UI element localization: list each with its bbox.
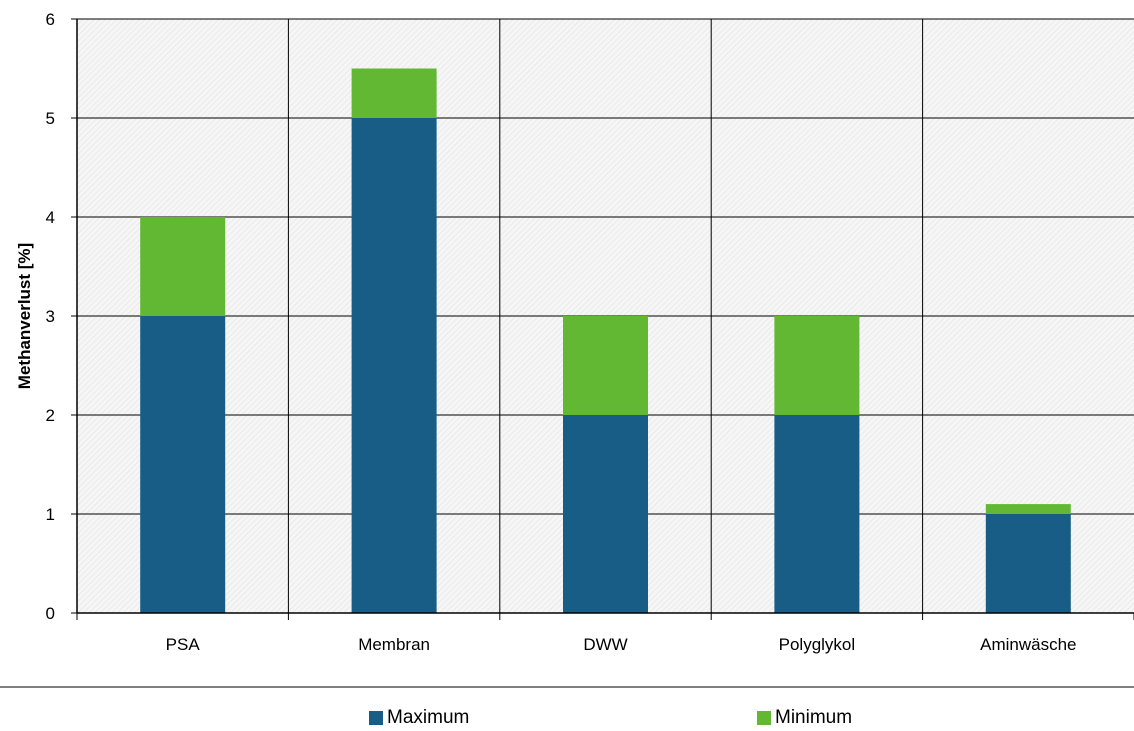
y-axis-label: Methanverlust [%]: [15, 243, 34, 389]
bar-maximum-1: [351, 118, 437, 613]
x-tick-label: Aminwäsche: [980, 635, 1076, 654]
x-tick-label: Polyglykol: [779, 635, 856, 654]
x-tick-label: Membran: [358, 635, 430, 654]
y-tick-label: 2: [46, 406, 55, 425]
legend-label-minimum: Minimum: [775, 707, 853, 728]
legend-swatch-maximum: [369, 711, 383, 725]
bar-maximum-2: [563, 415, 648, 613]
legend-item-maximum: Maximum: [369, 707, 469, 729]
legend: Maximum Minimum: [0, 707, 1134, 731]
y-tick-label: 6: [46, 10, 55, 29]
axes: [71, 18, 1134, 620]
x-tick-labels: PSA Membran DWW Polyglykol Aminwäsche: [166, 635, 1077, 654]
legend-item-minimum: Minimum: [757, 707, 852, 729]
y-tick-label: 5: [46, 109, 55, 128]
bar-maximum-4: [985, 514, 1071, 613]
legend-swatch-minimum: [757, 711, 771, 725]
y-tick-label: 3: [46, 307, 55, 326]
y-tick-label: 1: [46, 505, 55, 524]
bar-minimum-3: [774, 316, 860, 415]
bar-minimum-2: [563, 316, 648, 415]
bar-maximum-3: [774, 415, 860, 613]
x-tick-label: PSA: [166, 635, 201, 654]
legend-label-maximum: Maximum: [387, 707, 470, 728]
bar-maximum-0: [140, 316, 226, 613]
chart: 0 1 2 3 4 5 6 PSA Membran DWW Polyglykol Aminwäsch…: [0, 10, 1134, 688]
bar-minimum-0: [140, 217, 226, 316]
y-tick-label: 0: [46, 604, 55, 623]
y-tick-labels: 0 1 2 3 4 5 6: [46, 10, 55, 623]
x-tick-label: DWW: [583, 635, 627, 654]
bar-minimum-4: [985, 504, 1071, 514]
bar-minimum-1: [351, 68, 437, 118]
bars: [140, 68, 1071, 613]
y-tick-label: 4: [46, 208, 55, 227]
